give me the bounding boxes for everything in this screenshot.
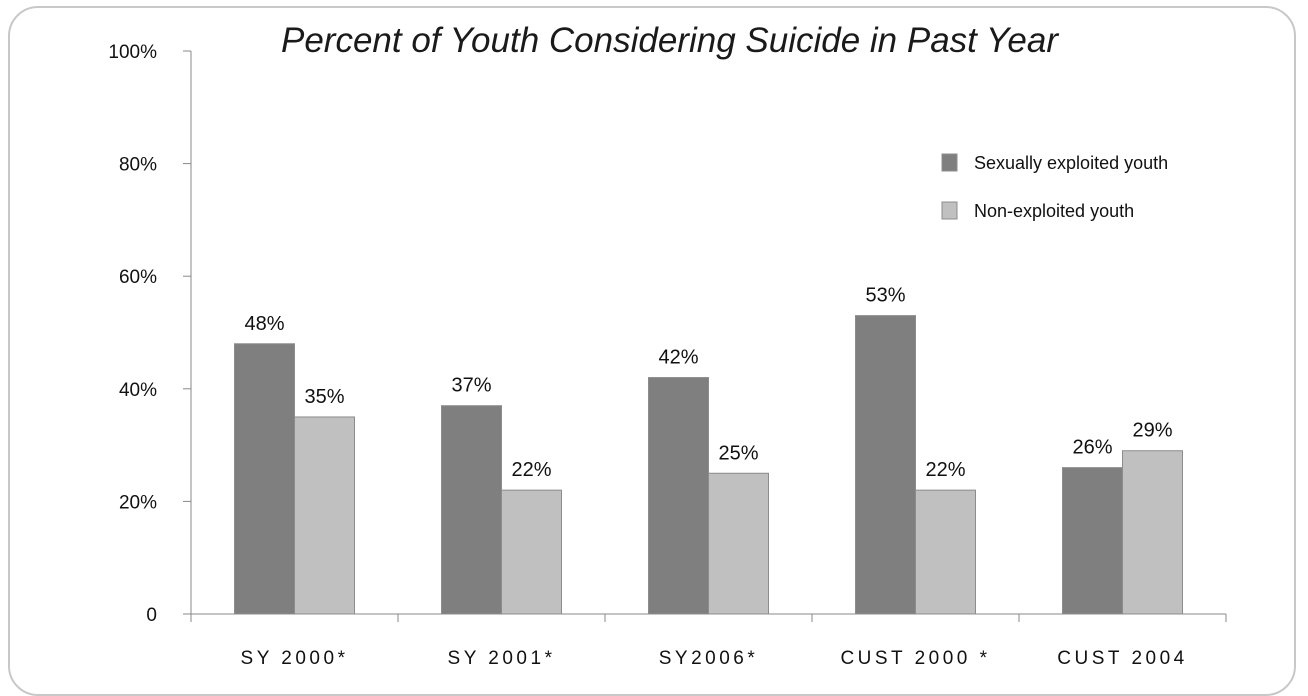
legend-label: Sexually exploited youth: [974, 153, 1168, 173]
bar-series-2: [915, 489, 976, 615]
y-tick-label: 40%: [119, 380, 157, 401]
x-tick-label: SY2006*: [659, 648, 759, 669]
x-tick-label: CUST 2004: [1057, 648, 1187, 669]
chart-title: Percent of Youth Considering Suicide in …: [281, 21, 1059, 60]
bar-series-1: [855, 315, 916, 615]
y-tick-label: 80%: [119, 155, 157, 176]
bar-series-2: [294, 416, 355, 615]
x-tick-label: SY 2000*: [241, 648, 349, 669]
bar-series-2: [708, 472, 769, 615]
data-label: 22%: [925, 459, 965, 481]
legend-label: Non-exploited youth: [974, 201, 1134, 221]
y-tick-label: 100%: [108, 42, 157, 63]
bar-series-1: [234, 343, 295, 615]
data-label: 48%: [244, 313, 284, 335]
bar-chart: Percent of Youth Considering Suicide in …: [108, 21, 1227, 669]
bar-series-1: [1062, 467, 1123, 615]
x-tick-label: SY 2001*: [448, 648, 556, 669]
legend-swatch: [941, 201, 958, 220]
bars: 48% 35% 37% 22% 42% 25% 53% 22% 26% 29%: [234, 285, 1183, 615]
y-tick-label: 20%: [119, 492, 157, 513]
data-label: 53%: [865, 285, 905, 307]
bar-series-1: [441, 405, 502, 615]
y-tick-label: 60%: [119, 267, 157, 288]
bar-series-2: [501, 489, 562, 615]
legend: Sexually exploited youth Non-exploited yo…: [941, 153, 1168, 221]
data-label: 25%: [718, 442, 758, 464]
x-tick-label: CUST 2000 *: [840, 648, 990, 669]
data-label: 37%: [451, 375, 491, 397]
axes: 0 20% 40% 60% 80% 100% SY 2000* SY 2001* SY2006*…: [108, 42, 1227, 669]
data-label: 35%: [304, 386, 344, 408]
data-label: 22%: [511, 459, 551, 481]
data-label: 29%: [1132, 420, 1172, 442]
data-label: 42%: [658, 347, 698, 369]
data-label: 26%: [1072, 437, 1112, 459]
bar-series-1: [648, 377, 709, 615]
legend-swatch: [941, 153, 958, 172]
y-tick-label: 0: [146, 605, 157, 626]
bar-series-2: [1122, 450, 1183, 615]
